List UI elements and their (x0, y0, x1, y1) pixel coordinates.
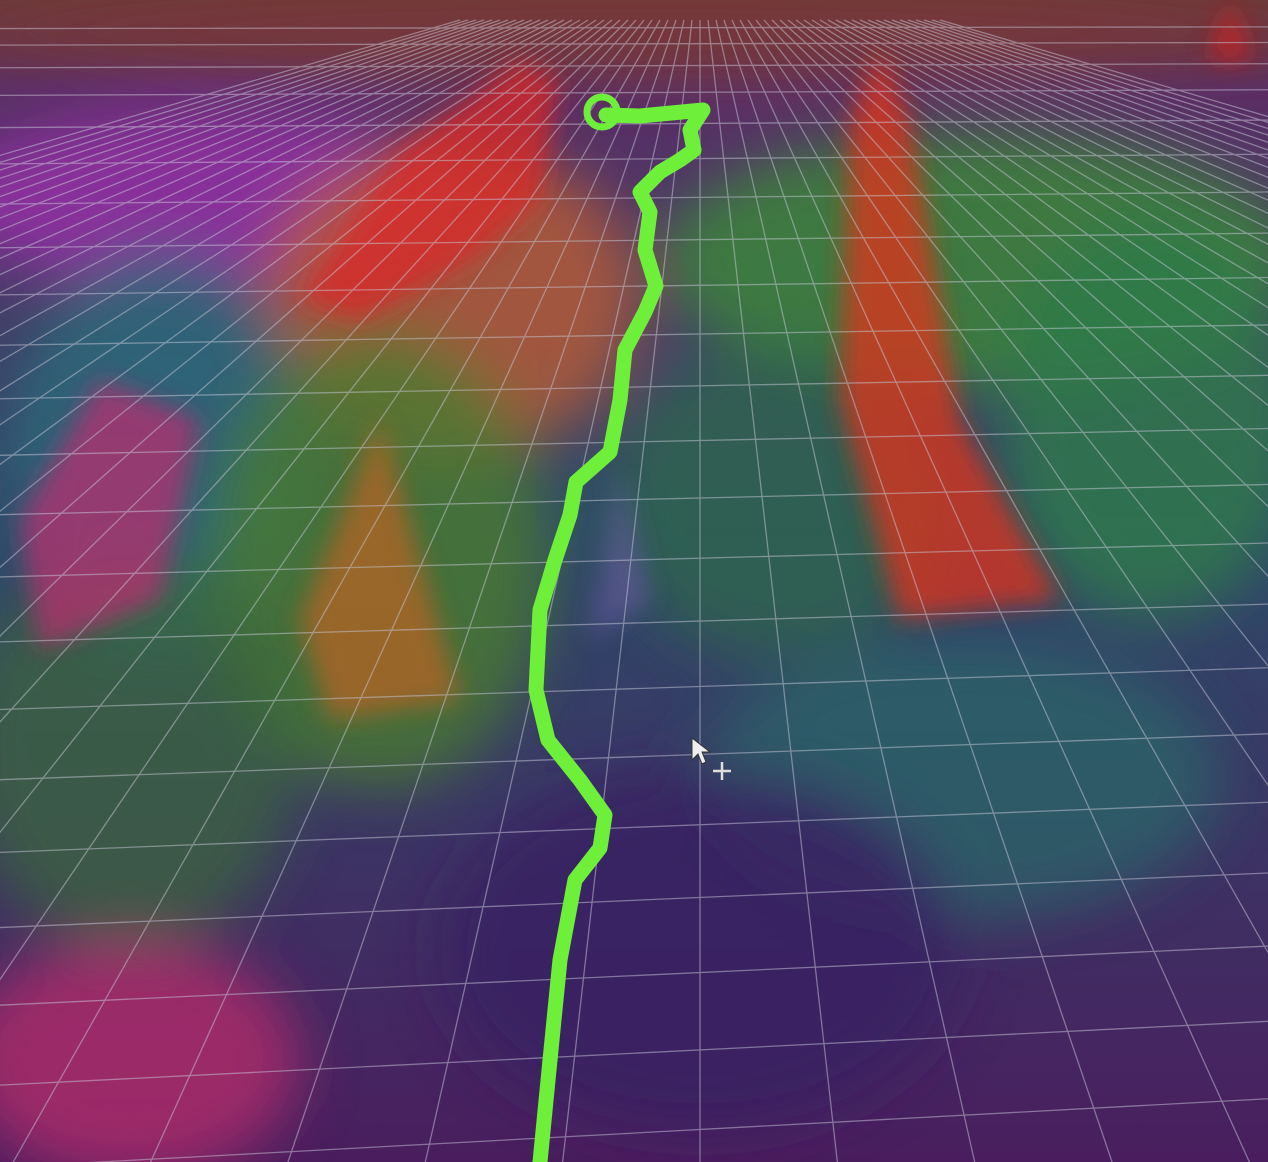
grid-line (561, 19, 693, 1162)
grid-line (0, 733, 1268, 781)
grid-line (149, 19, 669, 1162)
grid-line (0, 26, 1268, 30)
grid-line (0, 19, 549, 276)
grid-line (0, 872, 1268, 929)
grid-line (0, 945, 1268, 1006)
grid-line (0, 153, 1268, 165)
grid-line (0, 19, 581, 363)
grid-line (0, 19, 565, 314)
grid-line (0, 667, 1268, 711)
grid-line (0, 603, 1268, 643)
grid-line (795, 19, 1268, 369)
grid-line (0, 41, 1268, 46)
grid-line (287, 19, 677, 1162)
grid-line (0, 1020, 1268, 1086)
grid-line (0, 19, 573, 337)
cursor (691, 736, 731, 780)
grid-line (0, 427, 1268, 456)
grid-line (0, 19, 621, 569)
planned-path (528, 102, 711, 1162)
grid-line (0, 374, 1268, 400)
grid-line (739, 19, 1268, 954)
grid-line (0, 276, 1268, 296)
grid-line (0, 191, 1268, 205)
grid-line (0, 542, 1268, 578)
grid-line (819, 19, 1268, 285)
grid-line (0, 19, 541, 260)
grid-line (803, 19, 1268, 336)
grid-line (0, 19, 589, 392)
grid-line (779, 19, 1268, 452)
grid-line (731, 19, 1251, 1162)
goal-marker (583, 93, 621, 131)
grid-line (715, 19, 976, 1162)
grid-line (0, 19, 613, 513)
grid-line (0, 19, 557, 294)
grid-line (0, 19, 637, 723)
grid-line (787, 19, 1268, 407)
grid-line (0, 89, 1268, 97)
grid-line (811, 19, 1268, 309)
grid-line (827, 19, 1268, 264)
grid-line (87, 1098, 1268, 1162)
grid-line (12, 19, 661, 1162)
grid-line (747, 19, 1268, 787)
grid-line (723, 19, 1113, 1162)
grid-line (0, 19, 629, 637)
grid-line (0, 483, 1268, 516)
grid-line (0, 19, 653, 981)
grid-line (771, 19, 1268, 508)
grid-line (0, 801, 1268, 854)
grid-line (0, 19, 605, 466)
grid-line (763, 19, 1268, 578)
grid-line (755, 19, 1268, 667)
grid-line (0, 19, 597, 426)
grid-line (0, 19, 645, 834)
grid-line (835, 19, 1268, 246)
grid-line (707, 19, 839, 1162)
grid-line (0, 119, 1268, 129)
